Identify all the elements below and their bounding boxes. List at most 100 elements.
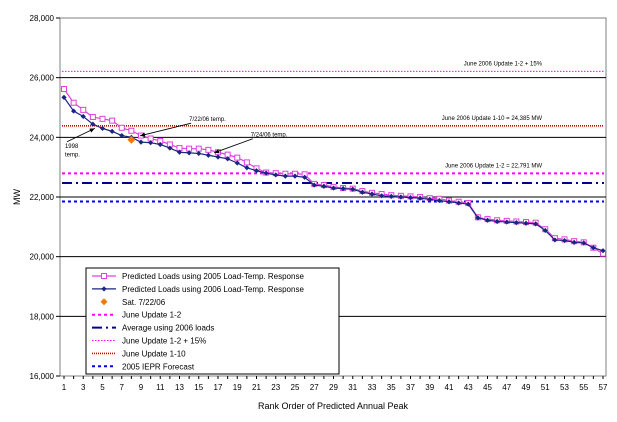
data-point-2005 <box>109 117 116 124</box>
data-point-2006 <box>465 201 471 207</box>
data-point-2006 <box>475 215 481 221</box>
legend-label: 2005 IEPR Forecast <box>122 362 195 371</box>
legend-label: June Update 1-2 + 15% <box>122 337 206 346</box>
legend-label: June Update 1-2 <box>122 311 182 320</box>
x-tick-label: 15 <box>194 383 203 392</box>
y-tick-label: 16,000 <box>30 372 55 381</box>
x-tick-label: 9 <box>139 383 144 392</box>
data-point-2006 <box>263 170 269 176</box>
legend-label: Sat. 7/22/06 <box>122 298 166 307</box>
data-point-2006 <box>417 195 423 201</box>
x-axis-title: Rank Order of Predicted Annual Peak <box>258 401 409 411</box>
y-tick-label: 18,000 <box>30 312 55 321</box>
data-point-2005 <box>205 146 212 153</box>
x-tick-label: 3 <box>81 383 86 392</box>
annotation-arrow <box>213 138 253 154</box>
y-tick-label: 22,000 <box>30 193 55 202</box>
data-point-2006 <box>398 194 404 200</box>
annotation-arrowhead <box>214 149 220 154</box>
data-point-2006 <box>379 193 385 199</box>
annotation-arrow <box>139 122 192 137</box>
annotation-arrowhead <box>89 128 95 133</box>
data-point-2006 <box>590 245 596 251</box>
x-tick-label: 11 <box>156 383 165 392</box>
x-tick-label: 13 <box>175 383 184 392</box>
annotation-arrow <box>66 127 95 143</box>
reference-line-label: June 2006 Update 1-2 = 22,791 MW <box>445 163 542 169</box>
legend-swatch-marker <box>101 273 107 279</box>
x-tick-label: 55 <box>579 383 588 392</box>
data-point-2006 <box>369 191 375 197</box>
data-point-2006 <box>523 220 529 226</box>
x-tick-label: 7 <box>120 383 125 392</box>
x-tick-label: 35 <box>387 383 396 392</box>
x-tick-label: 45 <box>483 383 492 392</box>
x-tick-label: 33 <box>368 383 377 392</box>
annotation-arrowhead <box>140 132 146 137</box>
y-axis-title: MW <box>12 189 22 205</box>
x-tick-label: 19 <box>233 383 242 392</box>
data-point-2006 <box>533 221 539 227</box>
legend-label: Predicted Loads using 2005 Load-Temp. Re… <box>122 272 304 281</box>
x-tick-label: 37 <box>406 383 415 392</box>
data-point-2006 <box>71 108 77 114</box>
data-point-2006 <box>90 121 96 127</box>
data-point-2006 <box>436 197 442 204</box>
data-point-2005 <box>99 115 106 122</box>
data-point-2006 <box>427 196 433 202</box>
x-tick-label: 39 <box>425 383 434 392</box>
x-tick-label: 25 <box>291 383 300 392</box>
y-tick-label: 28,000 <box>30 14 55 23</box>
data-point-2006 <box>205 152 211 158</box>
x-tick-label: 5 <box>100 383 105 392</box>
data-point-2006 <box>388 193 394 200</box>
data-point-2006 <box>330 185 337 191</box>
data-point-2005 <box>234 154 241 161</box>
data-point-2006 <box>407 194 414 201</box>
x-tick-label: 43 <box>464 383 473 392</box>
data-point-2006 <box>109 128 115 134</box>
data-point-2006 <box>119 132 125 139</box>
x-axis-ticks: 1 3 5 7 9 11 13 15 17 19 21 23 25 27 29 31 33 35 37 39 41 43 4… <box>62 376 608 392</box>
data-point-2006 <box>542 227 548 234</box>
data-point-2006 <box>494 218 500 225</box>
annotation-label: 7/24/06 temp. <box>251 133 288 139</box>
reference-lines: June 2006 Update 1-2 = 22,791 MW June 200… <box>62 61 604 203</box>
data-point-2006 <box>157 141 163 148</box>
x-tick-label: 1 <box>62 383 67 392</box>
data-point-2006 <box>311 182 317 188</box>
legend-label: Average using 2006 loads <box>122 324 214 333</box>
data-point-2005 <box>128 127 135 134</box>
data-point-2005 <box>118 124 125 131</box>
data-point-2005 <box>80 106 87 113</box>
x-tick-label: 21 <box>252 383 261 392</box>
data-point-2005 <box>89 114 96 121</box>
data-point-2006 <box>215 154 221 160</box>
data-point-2006 <box>600 248 606 254</box>
x-tick-label: 41 <box>445 383 454 392</box>
x-tick-label: 31 <box>348 383 357 392</box>
data-point-2006 <box>148 140 154 146</box>
y-tick-label: 20,000 <box>30 253 55 262</box>
x-tick-label: 49 <box>522 383 531 392</box>
legend-swatch-marker <box>101 286 107 292</box>
x-tick-label: 23 <box>271 383 280 392</box>
data-point-2005 <box>70 99 77 106</box>
y-tick-label: 26,000 <box>30 74 55 83</box>
data-point-2006 <box>234 160 240 166</box>
reference-line-label: June 2006 Update 1-10 = 24,385 MW <box>442 116 543 122</box>
series-group <box>61 86 606 257</box>
data-point-2006 <box>186 150 192 156</box>
x-tick-label: 53 <box>560 383 569 392</box>
data-point-2006 <box>292 173 298 179</box>
data-point-2006 <box>196 150 202 157</box>
data-point-2005 <box>61 86 67 93</box>
data-point-2006 <box>80 113 86 120</box>
data-point-2006 <box>61 94 67 100</box>
data-point-2006 <box>552 237 558 243</box>
data-point-2006 <box>167 145 173 151</box>
data-point-2006 <box>321 183 327 189</box>
x-tick-label: 47 <box>502 383 511 392</box>
data-point-2006 <box>176 149 183 155</box>
